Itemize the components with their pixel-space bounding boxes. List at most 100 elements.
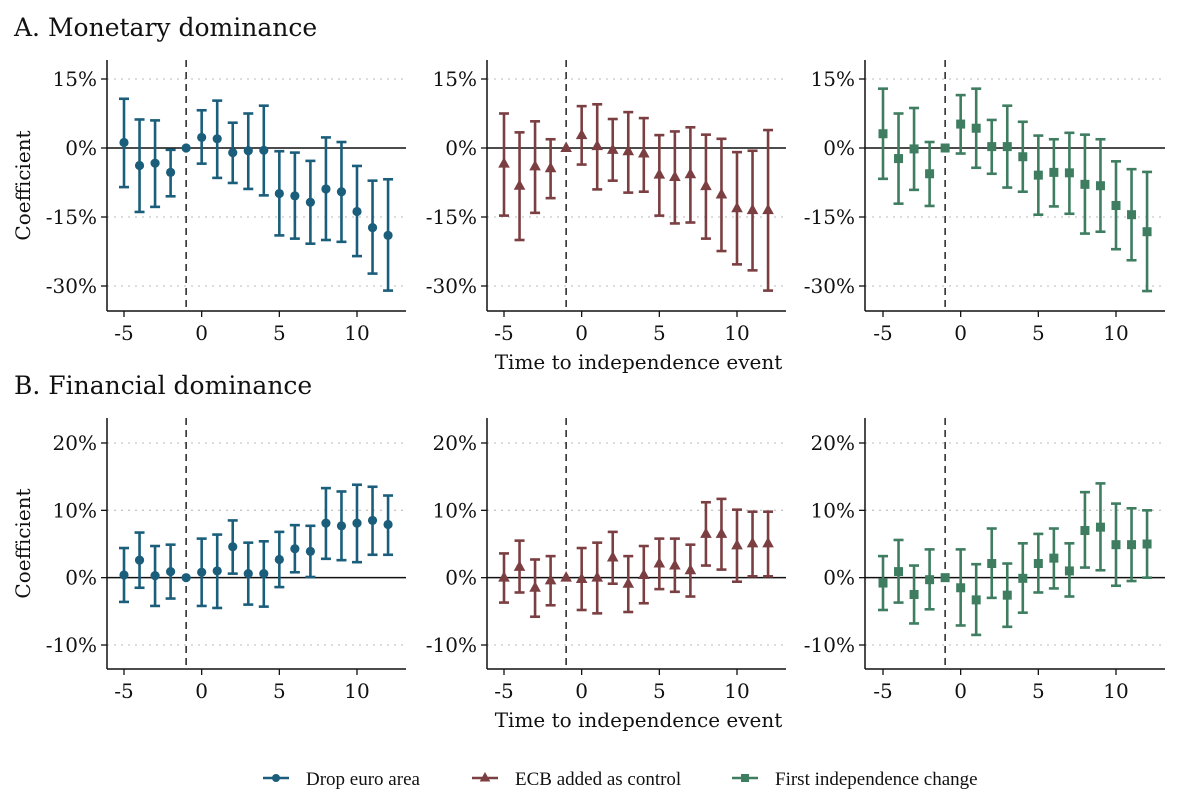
data-point xyxy=(940,573,950,583)
coefficient-marker xyxy=(731,538,743,550)
coefficient-marker xyxy=(575,572,588,584)
data-point xyxy=(513,539,526,594)
legend-marker-triangle xyxy=(479,772,491,782)
legend-item: Drop euro area xyxy=(263,769,421,790)
data-point xyxy=(289,523,300,574)
y-tick-label: 0% xyxy=(65,136,97,160)
data-point xyxy=(320,136,331,242)
coefficient-marker xyxy=(1142,539,1152,549)
coefficient-marker xyxy=(762,536,774,548)
data-point xyxy=(1111,502,1121,588)
coefficient-marker xyxy=(1049,167,1059,177)
coefficient-marker xyxy=(1080,179,1090,189)
coefficient-marker xyxy=(243,146,253,156)
coefficient-marker xyxy=(638,147,650,158)
data-point xyxy=(212,99,223,180)
row-b-title: B. Financial dominance xyxy=(14,371,312,400)
y-tick-label: 0% xyxy=(445,566,477,590)
data-point xyxy=(1126,167,1137,262)
coefficient-marker xyxy=(352,518,362,528)
data-point xyxy=(971,87,982,170)
coefficient-marker xyxy=(940,573,950,583)
coefficient-marker xyxy=(606,143,619,154)
y-tick-label: 15% xyxy=(433,67,477,91)
coefficient-marker xyxy=(909,590,919,599)
coefficient-marker xyxy=(622,144,635,156)
legend-label: Drop euro area xyxy=(306,769,421,790)
coefficient-marker xyxy=(1049,553,1059,563)
coefficient-marker xyxy=(669,559,681,570)
coefficient-marker xyxy=(290,191,300,201)
legend-item: ECB added as control xyxy=(472,769,681,790)
coefficient-marker xyxy=(166,167,176,177)
x-tick-label: 0 xyxy=(575,321,588,345)
coefficient-marker xyxy=(909,144,919,154)
data-point xyxy=(909,106,920,192)
coefficient-marker xyxy=(274,188,284,199)
data-point xyxy=(181,143,191,153)
coefficient-marker xyxy=(367,222,378,233)
x-tick-label: 0 xyxy=(195,679,208,703)
data-point xyxy=(1079,133,1090,235)
coefficient-marker xyxy=(606,550,619,562)
coefficient-marker xyxy=(1018,152,1028,162)
data-point xyxy=(700,500,712,567)
data-point xyxy=(715,497,728,571)
coefficient-marker xyxy=(925,575,935,585)
x-tick-label: 10 xyxy=(344,321,369,345)
data-point xyxy=(986,527,997,600)
data-point xyxy=(1033,532,1044,594)
x-tick-label: 10 xyxy=(724,321,749,345)
data-point xyxy=(653,537,666,591)
coefficient-marker xyxy=(971,595,981,605)
coefficient-marker xyxy=(383,230,393,240)
data-point xyxy=(893,538,904,604)
x-tick-label: 0 xyxy=(954,321,967,345)
data-point xyxy=(150,119,161,209)
coefficient-marker xyxy=(243,569,253,579)
data-point xyxy=(878,87,888,181)
legend-label: ECB added as control xyxy=(515,769,681,790)
coefficient-marker xyxy=(956,119,966,129)
coefficient-marker xyxy=(498,157,510,168)
data-point xyxy=(513,131,526,242)
coefficient-marker xyxy=(746,203,759,215)
data-point xyxy=(529,558,541,619)
data-point xyxy=(971,562,982,637)
data-point xyxy=(165,148,176,198)
data-point xyxy=(320,486,331,561)
data-point xyxy=(1048,527,1059,590)
coefficient-marker xyxy=(321,184,331,194)
x-tick-label: -5 xyxy=(494,679,513,703)
coefficient-marker xyxy=(529,581,541,592)
coefficient-marker xyxy=(212,566,222,576)
panel-1-2: 20% 10% 0% -10% -5 0 5 10 xyxy=(804,418,1165,703)
coefficient-marker xyxy=(1111,540,1121,550)
coefficient-marker xyxy=(1064,168,1074,178)
coefficient-marker xyxy=(622,577,635,588)
data-point xyxy=(746,510,759,578)
coefficient-marker xyxy=(228,542,238,552)
data-point xyxy=(1079,490,1090,569)
data-point xyxy=(909,564,920,625)
data-point xyxy=(134,531,145,590)
data-point xyxy=(560,571,572,582)
coefficient-marker xyxy=(134,555,145,565)
coefficient-marker xyxy=(336,521,347,531)
coefficient-marker xyxy=(367,515,378,526)
y-tick-label: -30% xyxy=(804,274,855,298)
y-axis-label: Coefficient xyxy=(11,130,35,240)
data-point xyxy=(258,540,269,608)
coefficient-marker xyxy=(1033,559,1043,569)
coefficient-marker xyxy=(544,161,557,173)
x-tick-label: 5 xyxy=(273,321,286,345)
coefficient-marker xyxy=(575,128,588,140)
data-point xyxy=(955,93,966,155)
data-point xyxy=(1095,482,1106,572)
coefficient-marker xyxy=(878,129,888,139)
data-point xyxy=(1095,137,1106,234)
data-point xyxy=(498,112,510,217)
data-point xyxy=(274,530,285,589)
coefficient-marker xyxy=(1033,170,1043,180)
y-tick-label: 15% xyxy=(53,67,97,91)
